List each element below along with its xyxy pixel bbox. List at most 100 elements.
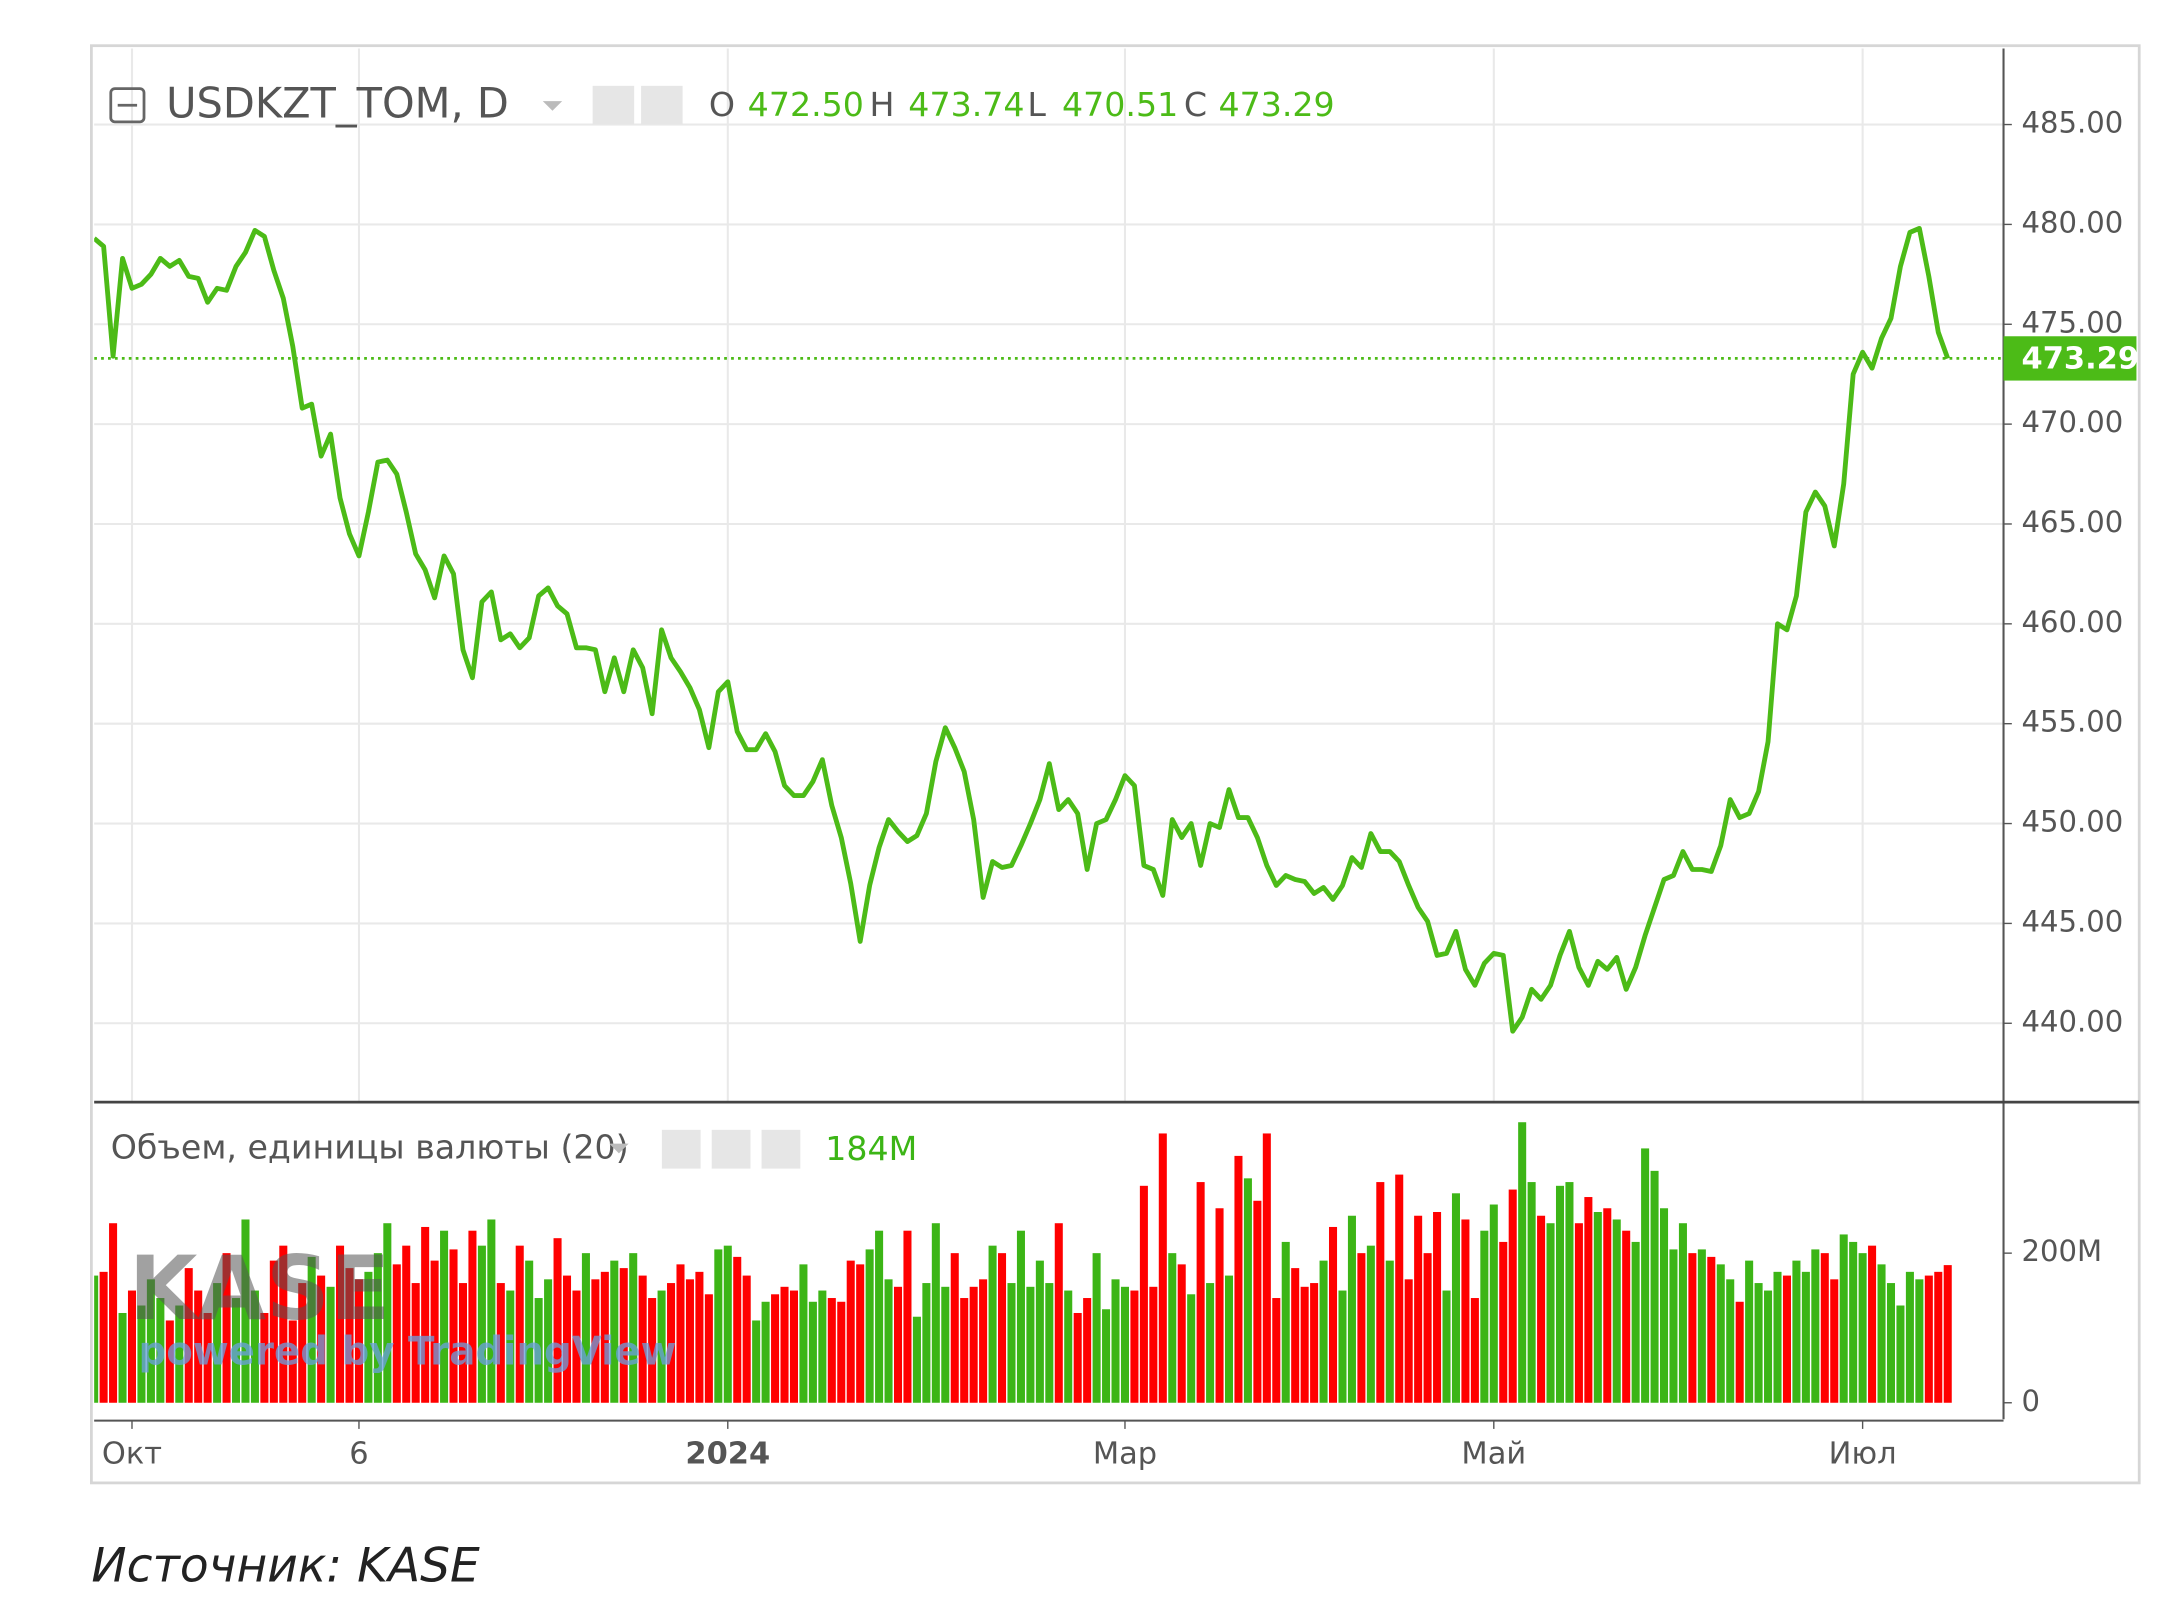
x-tick-label: Июл: [1829, 1437, 1897, 1472]
volume-bar: [477, 1245, 486, 1403]
settings-icon[interactable]: [641, 85, 683, 125]
volume-bar: [1527, 1182, 1536, 1403]
price-line: [94, 225, 1951, 1034]
volume-bar: [279, 1245, 288, 1403]
volume-bar: [1461, 1219, 1470, 1403]
volume-bar: [1839, 1234, 1848, 1403]
eye-icon[interactable]: [661, 1129, 701, 1169]
volume-bar: [1858, 1253, 1867, 1403]
volume-bar: [231, 1298, 241, 1403]
volume-bar: [515, 1245, 524, 1403]
volume-bar: [1026, 1286, 1035, 1403]
volume-bar: [203, 1312, 212, 1403]
y-tick-label: 485.00: [2022, 106, 2124, 140]
ohlc-key: L: [1027, 85, 1046, 124]
volume-last-value: 184M: [825, 1129, 917, 1168]
volume-bar: [1073, 1312, 1082, 1403]
volume-bar: [619, 1268, 628, 1403]
volume-bar: [1745, 1260, 1754, 1403]
volume-bar: [884, 1279, 893, 1403]
volume-bar: [1584, 1197, 1593, 1403]
watermark-brand: KASE: [129, 1237, 391, 1340]
volume-bar: [1158, 1133, 1167, 1403]
volume-bar: [903, 1230, 912, 1403]
volume-bar: [572, 1290, 581, 1403]
volume-bar: [752, 1320, 761, 1403]
volume-bar: [1357, 1253, 1366, 1403]
volume-bar: [1716, 1264, 1725, 1403]
volume-bar: [1593, 1211, 1602, 1403]
volume-bar: [1139, 1185, 1148, 1403]
volume-title: Объем, единицы валюты (20): [111, 1128, 629, 1167]
volume-bar: [1697, 1249, 1706, 1403]
volume-bar: [1253, 1200, 1262, 1403]
x-tick-label: Май: [1461, 1437, 1526, 1472]
volume-bar: [317, 1275, 326, 1403]
volume-bar: [1366, 1245, 1375, 1403]
volume-bar: [1102, 1309, 1111, 1403]
volume-bar: [1830, 1279, 1839, 1403]
volume-bar: [288, 1320, 297, 1403]
volume-bar: [960, 1298, 969, 1403]
volume-bar: [1499, 1241, 1508, 1403]
volume-bar: [1678, 1223, 1687, 1403]
volume-bar: [1007, 1283, 1016, 1403]
volume-bar: [581, 1253, 590, 1403]
ohlc-value: 473.74: [908, 85, 1024, 124]
volume-bar: [1915, 1279, 1924, 1403]
y-tick-label: 465.00: [2022, 505, 2124, 539]
volume-bar: [1054, 1223, 1063, 1403]
volume-bar: [1773, 1271, 1782, 1403]
volume-bar: [1650, 1170, 1659, 1403]
volume-bar: [94, 1275, 99, 1403]
volume-bar: [1243, 1178, 1252, 1403]
volume-bar: [648, 1298, 657, 1403]
settings-icon[interactable]: [711, 1129, 751, 1169]
close-icon[interactable]: [761, 1129, 801, 1169]
volume-bar: [1395, 1174, 1404, 1403]
volume-bar: [837, 1301, 846, 1403]
volume-bar: [250, 1290, 259, 1403]
volume-bar: [1281, 1241, 1290, 1403]
volume-bar: [1045, 1283, 1054, 1403]
dropdown-icon[interactable]: [609, 1143, 629, 1154]
volume-bar: [1820, 1253, 1829, 1403]
volume-bar: [326, 1286, 335, 1403]
volume-bar: [1016, 1230, 1025, 1403]
ohlc-key: H: [870, 85, 895, 124]
y-tick-label: 450.00: [2022, 805, 2124, 839]
volume-bar: [146, 1279, 155, 1403]
volume-bar: [1811, 1249, 1820, 1403]
y-tick-label: 475.00: [2022, 305, 2124, 339]
ohlc-legend: O 472.50 H 473.74 L 470.51 C 473.29: [709, 85, 1335, 124]
volume-bar: [1291, 1268, 1300, 1403]
volume-bar: [1631, 1241, 1640, 1403]
volume-bar: [761, 1301, 770, 1403]
volume-bar: [988, 1245, 997, 1403]
caption: Источник: KASE: [91, 1538, 480, 1593]
volume-bar: [506, 1290, 515, 1403]
dropdown-icon[interactable]: [542, 101, 563, 111]
volume-bar: [156, 1298, 165, 1403]
volume-bar: [799, 1264, 808, 1403]
volume-bar: [1896, 1305, 1905, 1403]
volume-bar: [449, 1249, 458, 1403]
volume-bar: [610, 1260, 619, 1403]
volume-bar: [127, 1290, 137, 1403]
volume-bar: [912, 1316, 921, 1403]
volume-bar: [1518, 1122, 1527, 1403]
watermark-powered: powered by TradingView: [138, 1330, 676, 1375]
collapse-icon[interactable]: [109, 87, 146, 124]
volume-bar: [1603, 1208, 1612, 1403]
eye-icon[interactable]: [592, 85, 635, 125]
y-tick-label: 470.00: [2022, 405, 2124, 439]
x-tick-label: 2024: [685, 1437, 770, 1472]
volume-bar: [1423, 1253, 1432, 1403]
volume-bar: [1641, 1148, 1650, 1403]
volume-bar: [714, 1249, 723, 1403]
volume-bar: [1215, 1208, 1224, 1403]
volume-bar: [818, 1290, 827, 1403]
volume-bar: [922, 1283, 931, 1403]
volume-bar: [307, 1256, 316, 1403]
volume-bar: [591, 1279, 600, 1403]
